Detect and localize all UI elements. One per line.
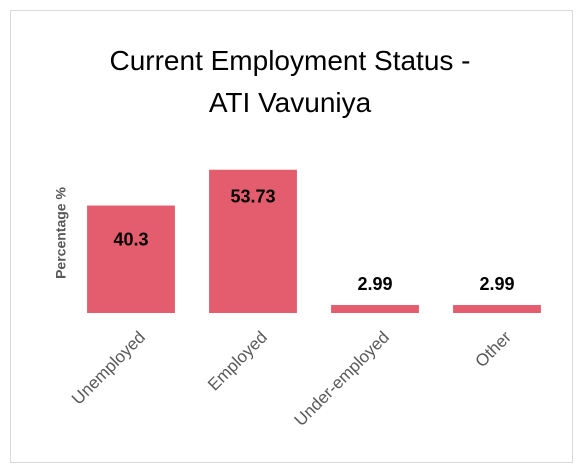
chart-title: Current Employment Status - ATI Vavuniya bbox=[109, 45, 471, 118]
bar bbox=[453, 305, 541, 313]
bar bbox=[331, 305, 419, 313]
y-axis-label: Percentage % bbox=[53, 187, 69, 279]
data-label: 40.3 bbox=[113, 229, 148, 249]
data-label: 2.99 bbox=[357, 274, 392, 294]
bar bbox=[209, 169, 297, 313]
data-label: 53.73 bbox=[230, 186, 275, 206]
bar bbox=[87, 205, 175, 313]
data-label: 2.99 bbox=[479, 274, 514, 294]
